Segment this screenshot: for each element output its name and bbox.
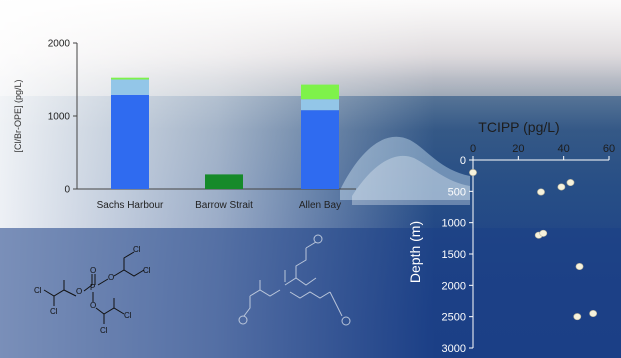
scatter-point: [469, 169, 477, 177]
mol1-bond-branch-right: [123, 251, 135, 270]
bar-y-tick-label: 2000: [48, 39, 71, 50]
scatter-point: [557, 183, 566, 191]
scatter-y-tick-label: 1500: [442, 249, 466, 261]
mol1-p: P: [90, 283, 95, 292]
bar-category-label: Sachs Harbour: [97, 200, 164, 211]
mol2-bond-1: [284, 277, 317, 286]
mol1-bond-po2: [97, 278, 109, 286]
scatter-y-axis-label: Depth (m): [407, 221, 423, 283]
mol1-o-3: O: [90, 301, 96, 310]
mol2-ring-top: [313, 234, 323, 244]
molecule-center: [238, 234, 351, 326]
bar-y-tick-label: 1000: [48, 112, 71, 123]
mol1-bond-chain-bottom: [95, 307, 125, 315]
bar-category-label: Allen Bay: [299, 200, 341, 211]
mol1-cl-3: Cl: [143, 266, 151, 275]
mol2-bond-2: [295, 248, 307, 278]
mol1-o-2: O: [108, 273, 114, 282]
scatter-point: [573, 313, 582, 321]
mol1-o-double: O: [90, 266, 96, 275]
scatter-y-tick-label: 3000: [442, 343, 466, 355]
mol1-cl-4: Cl: [133, 245, 141, 254]
scatter-y-tick-label: 2500: [442, 312, 466, 324]
mol1-bond-o1p: [83, 284, 93, 292]
bar-segment: [111, 77, 149, 80]
mol1-bond-chain-right: [113, 269, 145, 277]
bar-y-axis-label: [Cl/Br-OPE] (pg/L): [13, 79, 23, 152]
mol2-bond-8: [329, 291, 343, 317]
mol2-ring-left: [238, 315, 248, 325]
mol1-cl-2: Cl: [50, 307, 58, 316]
mol1-cl-6: Cl: [100, 326, 108, 335]
scatter-x-tick-label: 0: [470, 143, 476, 155]
scatter-y-tick-label: 1000: [442, 218, 466, 230]
mol2-bond-6: [243, 296, 251, 317]
mol2-bond-4: [249, 289, 281, 297]
mol1-o-1: O: [76, 287, 82, 296]
bar-segment: [301, 84, 339, 100]
mol1-bond-chain-left: [43, 289, 77, 297]
bar-chart: 0 1000 2000 Sachs Harbour Barrow Strait Alle…: [13, 39, 356, 211]
molecule-tcipp: [43, 251, 145, 324]
mol2-bond-7: [289, 291, 331, 299]
bar-segment: [111, 79, 149, 95]
scatter-point: [589, 310, 598, 318]
bar-y-tick-label: 0: [64, 185, 70, 196]
scatter-y-tick-label: 500: [448, 186, 466, 198]
scatter-x-tick-label: 40: [558, 143, 570, 155]
mol2-ring-right: [341, 316, 351, 326]
molecule-tcipp-labels: Cl Cl Cl Cl Cl Cl O O O P O: [34, 245, 151, 335]
scatter-point: [537, 188, 545, 196]
bottom-shade: [0, 228, 621, 358]
scatter-point: [566, 179, 575, 187]
scatter-x-tick-label: 60: [603, 143, 615, 155]
bar-segment: [301, 110, 339, 189]
mol1-cl-5: Cl: [124, 311, 132, 320]
bar-category-label: Barrow Strait: [195, 200, 253, 211]
mol1-cl-1: Cl: [34, 286, 42, 295]
scatter-y-tick-label: 2000: [442, 280, 466, 292]
scatter-point: [575, 263, 584, 271]
bar-segment: [205, 174, 243, 189]
scatter-chart: TCIPP (pg/L) 0 20 40 60 0 500 1000 1500 2000 250…: [407, 119, 615, 355]
mol2-bond-3: [305, 241, 317, 249]
scatter-point: [539, 229, 548, 237]
bar-segment: [301, 99, 339, 111]
scatter-title: TCIPP (pg/L): [478, 119, 559, 135]
scatter-x-tick-label: 20: [512, 143, 524, 155]
bar-segment: [111, 94, 149, 189]
scatter-y-tick-label: 0: [460, 155, 466, 167]
